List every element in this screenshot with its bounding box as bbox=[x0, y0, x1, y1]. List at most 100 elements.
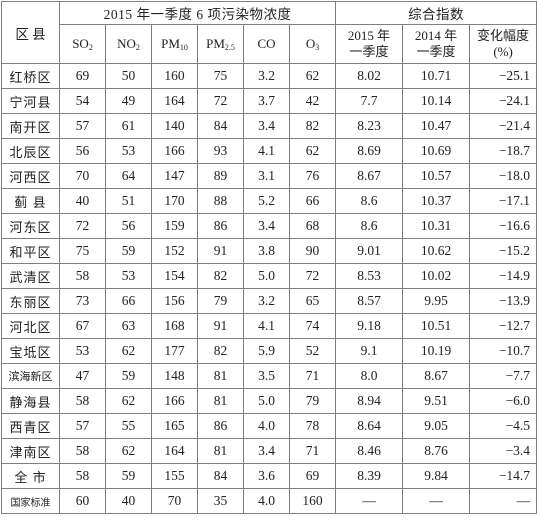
cell-o3: 62 bbox=[288, 63, 337, 89]
district-cell: 滨海新区 bbox=[1, 363, 60, 389]
cell-change: −14.7 bbox=[469, 463, 537, 489]
table-body: 红桥区 69 50 160 75 3.2 62 8.02 10.71 −25.1 宁河县 54 49 16… bbox=[1, 63, 537, 514]
cell-pm10: 154 bbox=[151, 263, 198, 289]
cell-change: −10.7 bbox=[469, 338, 537, 364]
cell-so2: 58 bbox=[59, 263, 106, 289]
table-row: 和平区 75 59 152 91 3.8 90 9.01 10.62 −15.2 bbox=[1, 238, 537, 264]
cell-pm10: 159 bbox=[151, 213, 198, 239]
cell-change: −17.1 bbox=[469, 188, 537, 214]
cell-so2: 73 bbox=[59, 288, 106, 314]
cell-co: 5.0 bbox=[243, 263, 290, 289]
cell-co: 3.2 bbox=[243, 63, 290, 89]
cell-idx2014: 10.57 bbox=[402, 163, 471, 189]
cell-pm25: 81 bbox=[197, 388, 244, 414]
cell-pm10: 148 bbox=[151, 363, 198, 389]
cell-so2: 75 bbox=[59, 238, 106, 264]
cell-idx2015: 8.02 bbox=[335, 63, 404, 89]
cell-idx2015: 8.69 bbox=[335, 138, 404, 164]
table-row: 河北区 67 63 168 91 4.1 74 9.18 10.51 −12.7 bbox=[1, 313, 537, 339]
cell-idx2015: 7.7 bbox=[335, 88, 404, 114]
cell-idx2015: 9.1 bbox=[335, 338, 404, 364]
cell-no2: 49 bbox=[105, 88, 152, 114]
district-cell: 南开区 bbox=[1, 113, 60, 139]
cell-idx2015: 8.94 bbox=[335, 388, 404, 414]
cell-so2: 69 bbox=[59, 63, 106, 89]
cell-idx2014: 10.62 bbox=[402, 238, 471, 264]
table-row: 东丽区 73 66 156 79 3.2 65 8.57 9.95 −13.9 bbox=[1, 288, 537, 314]
cell-idx2015: 8.39 bbox=[335, 463, 404, 489]
cell-o3: 72 bbox=[288, 263, 337, 289]
table-row: 滨海新区 47 59 148 81 3.5 71 8.0 8.67 −7.7 bbox=[1, 363, 537, 389]
cell-change: — bbox=[469, 488, 537, 514]
table-row: 宝坻区 53 62 177 82 5.9 52 9.1 10.19 −10.7 bbox=[1, 338, 537, 364]
cell-co: 3.4 bbox=[243, 213, 290, 239]
air-quality-table: 区 县 2015 年一季度 6 项污染物浓度 综合指数 SO2 NO2 PM10… bbox=[1, 1, 537, 514]
district-cell: 全 市 bbox=[1, 463, 60, 489]
cell-change: −7.7 bbox=[469, 363, 537, 389]
cell-co: 5.2 bbox=[243, 188, 290, 214]
cell-co: 4.1 bbox=[243, 313, 290, 339]
cell-so2: 70 bbox=[59, 163, 106, 189]
cell-co: 3.5 bbox=[243, 363, 290, 389]
district-cell: 东丽区 bbox=[1, 288, 60, 314]
district-cell: 静海县 bbox=[1, 388, 60, 414]
cell-co: 3.1 bbox=[243, 163, 290, 189]
cell-o3: 71 bbox=[288, 363, 337, 389]
table-row: 津南区 58 62 164 81 3.4 71 8.46 8.76 −3.4 bbox=[1, 438, 537, 464]
cell-no2: 53 bbox=[105, 263, 152, 289]
cell-pm10: 164 bbox=[151, 438, 198, 464]
cell-pm25: 79 bbox=[197, 288, 244, 314]
cell-pm10: 177 bbox=[151, 338, 198, 364]
cell-co: 3.6 bbox=[243, 463, 290, 489]
cell-idx2014: 10.14 bbox=[402, 88, 471, 114]
cell-change: −18.0 bbox=[469, 163, 537, 189]
table-row: 蓟 县 40 51 170 88 5.2 66 8.6 10.37 −17.1 bbox=[1, 188, 537, 214]
cell-o3: 42 bbox=[288, 88, 337, 114]
cell-o3: 160 bbox=[288, 488, 337, 514]
cell-change: −4.5 bbox=[469, 413, 537, 439]
cell-pm10: 166 bbox=[151, 138, 198, 164]
cell-no2: 59 bbox=[105, 238, 152, 264]
cell-pm25: 86 bbox=[197, 213, 244, 239]
cell-no2: 66 bbox=[105, 288, 152, 314]
cell-pm25: 82 bbox=[197, 338, 244, 364]
district-header: 区 县 bbox=[1, 1, 60, 64]
cell-idx2014: 9.51 bbox=[402, 388, 471, 414]
cell-idx2014: 10.71 bbox=[402, 63, 471, 89]
cell-no2: 56 bbox=[105, 213, 152, 239]
pollutant-group-header: 2015 年一季度 6 项污染物浓度 bbox=[58, 1, 337, 25]
change-header: 变化幅度 (%) bbox=[469, 24, 537, 64]
subheader-row: SO2 NO2 PM10 PM2.5 CO O3 2015 年一季度 2014 … bbox=[2, 24, 537, 64]
cell-co: 3.8 bbox=[243, 238, 290, 264]
district-cell: 和平区 bbox=[1, 238, 60, 264]
cell-pm10: 170 bbox=[151, 188, 198, 214]
cell-change: −14.9 bbox=[469, 263, 537, 289]
table-row: 全 市 58 59 155 84 3.6 69 8.39 9.84 −14.7 bbox=[1, 463, 537, 489]
district-cell: 北辰区 bbox=[1, 138, 60, 164]
district-cell: 河北区 bbox=[1, 313, 60, 339]
district-cell: 西青区 bbox=[1, 413, 60, 439]
cell-no2: 62 bbox=[105, 388, 152, 414]
cell-pm10: 168 bbox=[151, 313, 198, 339]
district-cell: 宝坻区 bbox=[1, 338, 60, 364]
cell-o3: 65 bbox=[288, 288, 337, 314]
cell-so2: 57 bbox=[59, 113, 106, 139]
cell-change: −25.1 bbox=[469, 63, 537, 89]
cell-so2: 60 bbox=[59, 488, 106, 514]
index-group-header: 综合指数 bbox=[335, 1, 537, 25]
cell-idx2014: 10.19 bbox=[402, 338, 471, 364]
district-cell: 蓟 县 bbox=[1, 188, 60, 214]
cell-o3: 74 bbox=[288, 313, 337, 339]
cell-idx2015: 8.46 bbox=[335, 438, 404, 464]
cell-change: −12.7 bbox=[469, 313, 537, 339]
cell-change: −3.4 bbox=[469, 438, 537, 464]
cell-pm25: 81 bbox=[197, 438, 244, 464]
cell-no2: 51 bbox=[105, 188, 152, 214]
cell-o3: 79 bbox=[288, 388, 337, 414]
cell-pm25: 75 bbox=[197, 63, 244, 89]
cell-co: 4.0 bbox=[243, 413, 290, 439]
table-row: 北辰区 56 53 166 93 4.1 62 8.69 10.69 −18.7 bbox=[1, 138, 537, 164]
cell-co: 3.7 bbox=[243, 88, 290, 114]
cell-idx2015: 8.53 bbox=[335, 263, 404, 289]
